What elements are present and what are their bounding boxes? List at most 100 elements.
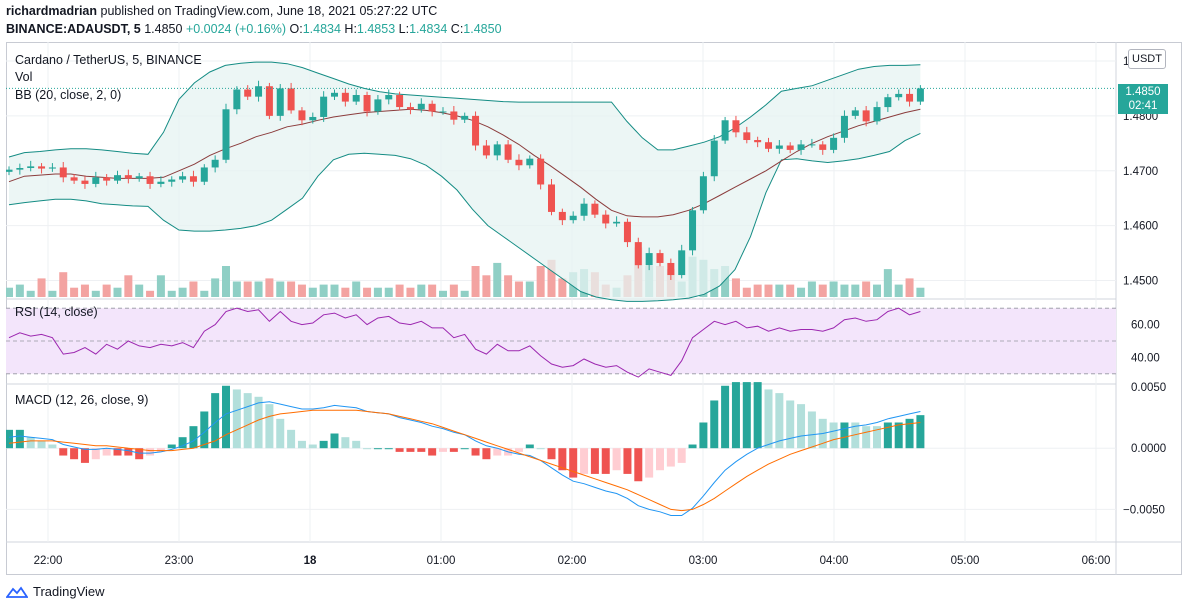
- candle-body: [613, 221, 621, 224]
- candle-body: [862, 110, 870, 122]
- price-change: +0.0024 (+0.16%): [185, 22, 287, 36]
- volume-bar: [916, 287, 925, 297]
- candle-body: [341, 92, 349, 102]
- macd-histogram-bar: [167, 444, 176, 449]
- legend-vol[interactable]: Vol: [15, 70, 33, 84]
- candle-body: [840, 115, 848, 138]
- macd-histogram-bar: [287, 429, 296, 449]
- candle-body: [124, 175, 132, 179]
- published-text: published on TradingView.com, June 18, 2…: [100, 4, 438, 18]
- macd-histogram-bar: [580, 448, 589, 474]
- volume-bar: [167, 290, 176, 297]
- macd-histogram-bar: [460, 448, 469, 450]
- macd-histogram-bar: [645, 448, 654, 478]
- macd-histogram-bar: [265, 404, 274, 449]
- candle-body: [16, 168, 24, 170]
- low-value: 1.4834: [409, 22, 448, 36]
- macd-histogram-bar: [417, 448, 426, 452]
- macd-histogram-bar: [373, 448, 382, 450]
- candle-body: [374, 99, 382, 112]
- legend-title[interactable]: Cardano / TetherUS, 5, BINANCE: [15, 53, 202, 67]
- macd-histogram-bar: [493, 448, 502, 456]
- author-name[interactable]: richardmadrian: [6, 4, 98, 18]
- candle-body: [678, 250, 686, 276]
- candle-body: [482, 145, 490, 156]
- volume-bar: [124, 275, 133, 297]
- low-label: L:: [398, 22, 410, 36]
- candle-body: [48, 167, 56, 169]
- legend-rsi[interactable]: RSI (14, close): [15, 305, 98, 319]
- volume-bar: [91, 290, 100, 297]
- macd-histogram-bar: [297, 440, 306, 449]
- macd-histogram-bar: [710, 400, 719, 449]
- macd-histogram-bar: [688, 444, 697, 449]
- volume-bar: [471, 266, 480, 297]
- volume-bar: [873, 284, 881, 297]
- volume-bar: [232, 281, 241, 297]
- last-price: 1.4850: [144, 22, 183, 36]
- price-tick-label: 1.4500: [1123, 276, 1158, 288]
- volume-bar: [764, 284, 773, 297]
- macd-histogram-bar: [742, 382, 751, 449]
- macd-histogram-bar: [634, 448, 643, 482]
- volume-bar: [308, 287, 317, 297]
- currency-button[interactable]: USDT: [1128, 49, 1166, 69]
- volume-bar: [504, 275, 513, 297]
- candle-body: [830, 137, 838, 150]
- brand[interactable]: TradingView: [6, 584, 105, 599]
- macd-histogram-bar: [276, 418, 285, 449]
- volume-bar: [797, 287, 806, 297]
- legend-bb[interactable]: BB (20, close, 2, 0): [15, 88, 122, 102]
- volume-bar: [851, 284, 860, 297]
- candle-body: [211, 159, 219, 168]
- volume-bar: [265, 278, 274, 297]
- macd-histogram-bar: [330, 433, 339, 449]
- macd-histogram-bar: [623, 448, 632, 474]
- volume-bar: [70, 287, 79, 297]
- candle-body: [168, 179, 176, 182]
- volume-bar: [731, 278, 740, 297]
- current-price-tag: 1.4850 02:41: [1118, 84, 1168, 114]
- volume-bar: [395, 284, 404, 297]
- candle-body: [797, 144, 805, 150]
- volume-bar: [439, 290, 447, 297]
- volume-bar: [894, 284, 903, 297]
- candle-body: [331, 92, 338, 97]
- volume-bar: [276, 281, 285, 297]
- macd-histogram-bar: [428, 448, 437, 456]
- candle-body: [6, 169, 13, 172]
- candle-body: [363, 95, 371, 112]
- volume-bar: [460, 290, 469, 297]
- volume-bar: [536, 266, 545, 297]
- volume-bar: [6, 287, 13, 297]
- chart-canvas[interactable]: 22:00 23:00 18 01:00 02:00 03:00 04:00 05:00 06:…: [6, 42, 1182, 575]
- macd-histogram-bar: [189, 426, 198, 449]
- candle-body: [320, 96, 328, 117]
- volume-bar: [113, 287, 122, 297]
- candle-body: [385, 95, 393, 100]
- candle-body: [406, 107, 414, 110]
- candle-body: [548, 184, 555, 212]
- macd-histogram-bar: [601, 448, 610, 474]
- legend-macd[interactable]: MACD (12, 26, close, 9): [15, 393, 149, 407]
- candle-body: [298, 110, 306, 121]
- volume-bar: [80, 284, 89, 297]
- macd-histogram-bar: [406, 448, 415, 452]
- candle-body: [255, 86, 263, 97]
- volume-bar: [156, 275, 165, 297]
- macd-tick-label: −0.0050: [1123, 504, 1165, 516]
- candle-body: [786, 145, 794, 150]
- candle-body: [634, 242, 642, 266]
- macd-histogram-bar: [525, 444, 534, 449]
- macd-histogram-bar: [37, 440, 46, 449]
- candle-body: [884, 97, 892, 108]
- candle-body: [699, 176, 707, 211]
- volume-bar: [525, 281, 534, 297]
- macd-histogram-bar: [829, 422, 838, 449]
- macd-histogram-bar: [656, 448, 664, 471]
- candle-body: [569, 215, 577, 221]
- candle-body: [135, 176, 143, 179]
- volume-bar: [178, 287, 187, 297]
- candle-body: [754, 140, 762, 143]
- macd-histogram-bar: [797, 404, 806, 449]
